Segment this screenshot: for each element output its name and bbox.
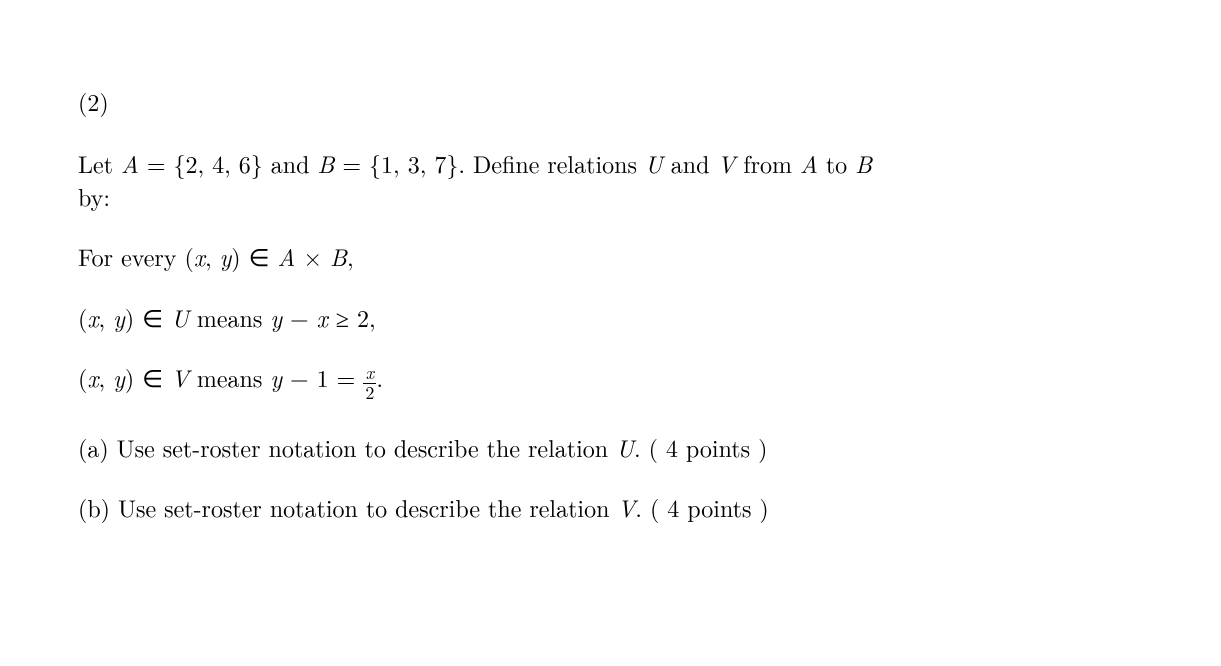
var-U2: U [171,300,189,334]
set-B-values: {1, 3, 7} [369,146,458,180]
var-V3: V [617,490,635,524]
problem-label: (2) [78,84,109,118]
var-V: V [717,146,735,180]
ge2: ≥ 2, [328,300,376,334]
pair-xy-V: (x, y) [78,360,134,394]
in-symbol-V: ∈ [134,360,171,394]
means-U: means [189,300,270,334]
var-B2: B [855,146,872,180]
text-for-every: For every [78,239,184,273]
in-symbol: ∈ [241,239,278,273]
part-a-label: (a) [78,430,117,464]
set-A-values: {2, 4, 6} [173,146,262,180]
expr-yminusx: y [270,300,282,334]
relation-V-def: (x, y) ∈ V means y − 1 = x 2 . [78,361,1143,403]
part-a: (a) Use set-roster notation to describe … [78,431,1143,463]
text-and: and [263,146,318,180]
part-b-label: (b) [78,490,118,524]
text-to: to [818,146,855,180]
var-U3: U [616,430,634,464]
part-b: (b) Use set-roster notation to describe … [78,491,1143,523]
pair-xy: (x, y) [184,239,240,273]
part-b-tail: . ( 4 points ) [635,490,768,524]
comma1: , [347,239,354,273]
expr-x: x [317,300,328,334]
period-V: . [376,360,383,394]
part-a-tail: . ( 4 points ) [634,430,767,464]
pair-xy-U: (x, y) [78,300,134,334]
text-define: . Define relations [458,146,645,180]
fraction-x-over-2: x 2 [363,364,376,403]
text-let: Let [78,146,121,180]
set-AxB-B: B [330,239,347,273]
problem-page: (2) Let A = {2, 4, 6} and B = {1, 3, 7}.… [0,0,1221,589]
means-V: means [189,360,270,394]
part-b-text: Use set-roster notation to describe the … [118,490,617,524]
expr-y: y [270,360,282,394]
part-a-text: Use set-roster notation to describe the … [117,430,616,464]
times-symbol: × [295,239,330,273]
text-and2: and [663,146,718,180]
in-symbol-U: ∈ [134,300,171,334]
var-B: B [317,146,334,180]
problem-number: (2) [78,85,1143,117]
minus-sym: − [282,300,317,334]
set-AxB-A: A [278,239,296,273]
var-V2: V [171,360,189,394]
text-from: from [735,146,800,180]
var-A: A [121,146,139,180]
text-eq1: = [139,146,174,180]
var-A2: A [800,146,818,180]
minus-sym2: − 1 = [282,360,363,394]
text-eq2: = [334,146,369,180]
frac-den: 2 [363,384,376,403]
for-every-line: For every (x, y) ∈ A × B, [78,240,1143,272]
var-U: U [645,146,663,180]
text-by: by: [78,179,110,213]
problem-statement: Let A = {2, 4, 6} and B = {1, 3, 7}. Def… [78,147,1143,212]
relation-U-def: (x, y) ∈ U means y − x ≥ 2, [78,301,1143,333]
